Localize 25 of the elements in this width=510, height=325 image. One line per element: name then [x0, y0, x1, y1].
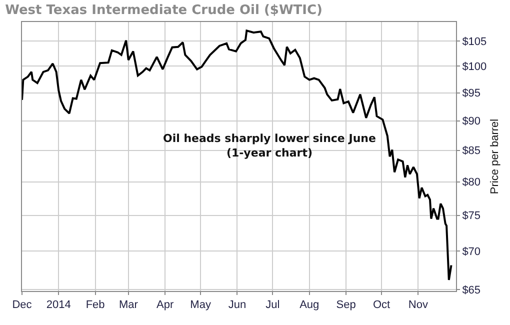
- y-tick-label: $100: [462, 61, 487, 74]
- y-tick-label: $80: [462, 176, 481, 189]
- y-tick-label: $65: [462, 284, 481, 296]
- y-tick-label: $105: [462, 36, 487, 48]
- y-tick-label: $70: [462, 246, 481, 258]
- y-axis-title: Price per barrel: [488, 118, 501, 194]
- x-tick-label: Mar: [118, 299, 138, 312]
- x-tick-label: Aug: [300, 299, 320, 312]
- y-tick-label: $95: [462, 88, 481, 100]
- x-tick-label: Nov: [408, 299, 428, 312]
- x-tick-label: Oct: [372, 299, 390, 312]
- x-tick-label: Apr: [156, 299, 174, 312]
- y-tick-label: $85: [462, 145, 481, 158]
- x-tick-label: May: [190, 299, 212, 312]
- x-tick-label: Feb: [86, 299, 105, 312]
- line-series: [22, 30, 452, 281]
- y-tick-label: $75: [462, 210, 481, 222]
- x-tick-label: Dec: [12, 299, 32, 312]
- x-tick-label: Jun: [228, 299, 246, 312]
- annotation: Oil heads sharply lower since June (1-year chart): [163, 132, 376, 160]
- x-tick-label: 2014: [46, 299, 71, 312]
- x-tick-label: Sep: [336, 299, 356, 312]
- chart-title: West Texas Intermediate Crude Oil ($WTIC): [5, 2, 323, 18]
- y-tick-label: $90: [462, 116, 481, 128]
- x-tick-label: Jul: [266, 299, 280, 312]
